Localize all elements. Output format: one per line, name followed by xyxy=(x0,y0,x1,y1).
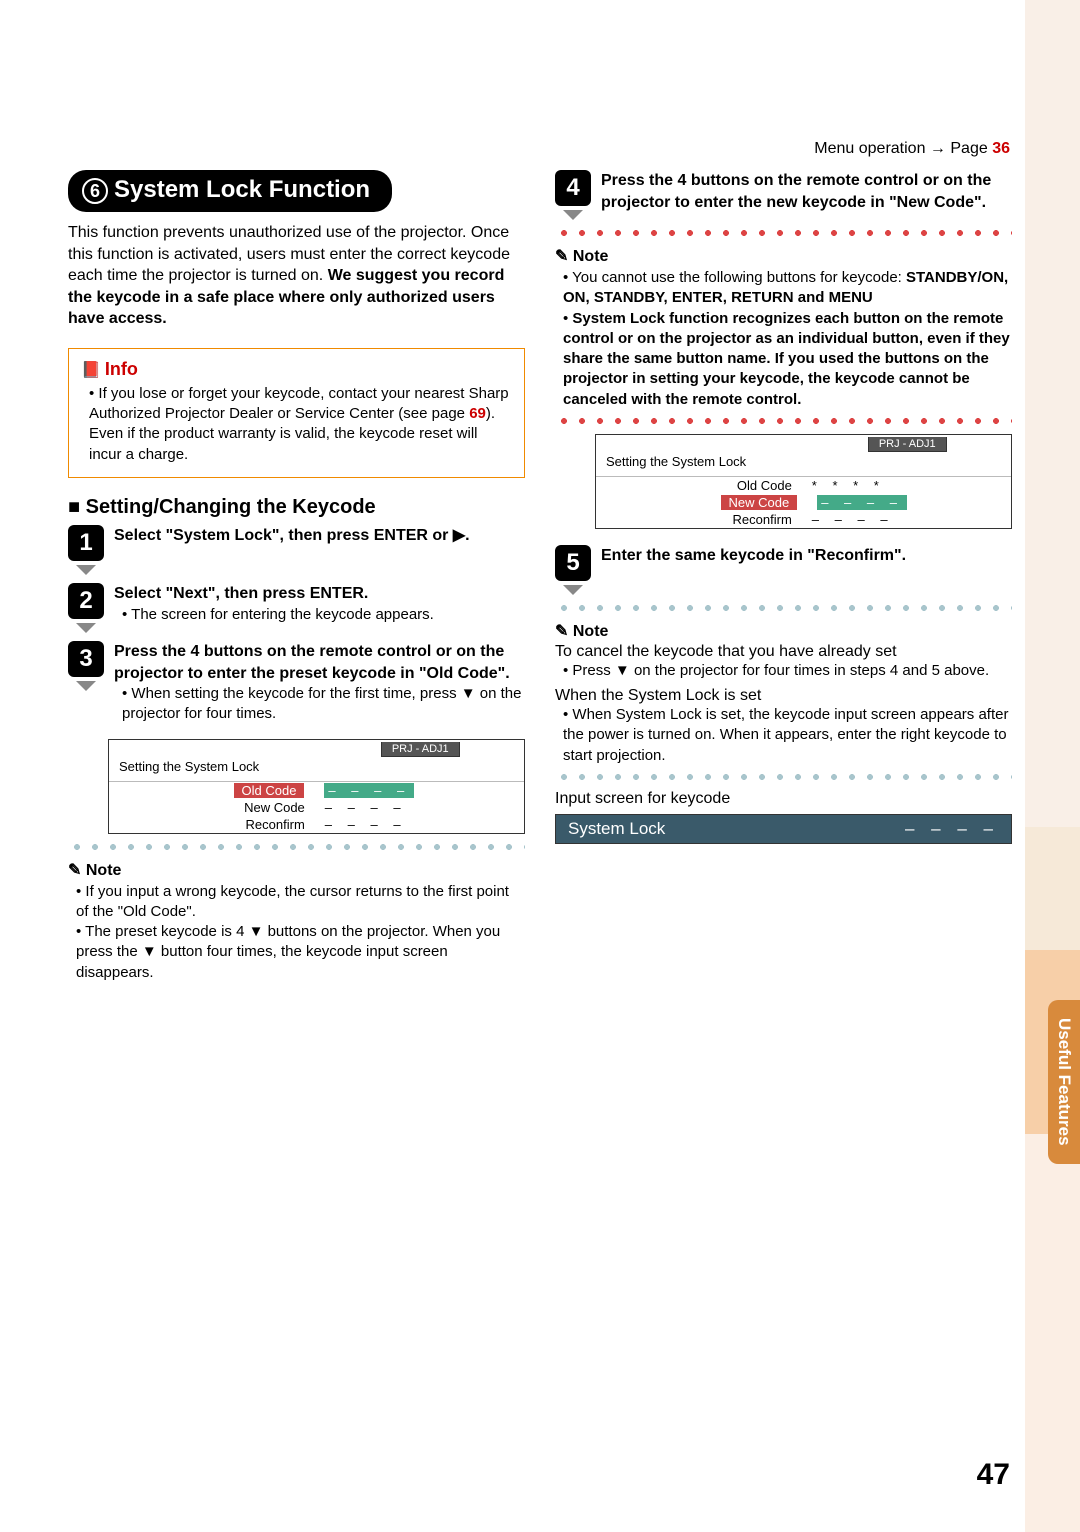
section-heading: 6System Lock Function xyxy=(68,170,392,212)
step-5-text: Enter the same keycode in "Reconfirm". xyxy=(601,547,906,564)
step-3-icon: 3 xyxy=(68,641,106,685)
step-2-text: Select "Next", then press ENTER. xyxy=(114,585,368,602)
step-3-sub: When setting the keycode for the first t… xyxy=(122,684,525,725)
osd2-rec: Reconfirm– – – – xyxy=(596,511,1011,528)
dotted-divider xyxy=(68,842,525,852)
info-body: If you lose or forget your keycode, cont… xyxy=(89,384,512,465)
note3-title: Note xyxy=(555,621,1012,641)
step-4-text: Press the 4 buttons on the remote contro… xyxy=(601,172,991,211)
subheading: Setting/Changing the Keycode xyxy=(68,496,525,519)
info-title: Info xyxy=(81,359,512,380)
right-column: 4 Press the 4 buttons on the remote cont… xyxy=(555,130,1012,983)
dotted-divider-red xyxy=(555,228,1012,238)
note2-b2: System Lock function recognizes each but… xyxy=(563,309,1012,410)
osd-reconfirm-row: Reconfirm– – – – xyxy=(109,816,524,833)
osd-title2: Setting the System Lock xyxy=(596,452,1011,471)
section-title: System Lock Function xyxy=(114,176,370,203)
note3-b2: When System Lock is set, the keycode inp… xyxy=(563,705,1012,766)
step-4-icon: 4 xyxy=(555,170,593,214)
osd-screen-1: PRJ - ADJ1 Setting the System Lock Old C… xyxy=(108,739,525,834)
system-lock-input-bar: System Lock – – – – xyxy=(555,814,1012,844)
note2-title: Note xyxy=(555,246,1012,266)
step-2: 2 Select "Next", then press ENTER. The s… xyxy=(68,583,525,627)
info-box: Info If you lose or forget your keycode,… xyxy=(68,348,525,478)
osd-title: Setting the System Lock xyxy=(109,757,524,776)
note1-b2: The preset keycode is 4 ▼ buttons on the… xyxy=(76,922,525,983)
dotted-divider3 xyxy=(555,603,1012,613)
section-number: 6 xyxy=(82,178,108,204)
note3-intro: To cancel the keycode that you have alre… xyxy=(555,643,1012,661)
osd-screen-2: PRJ - ADJ1 Setting the System Lock Old C… xyxy=(595,434,1012,529)
syslock-val: – – – – xyxy=(905,819,999,839)
osd-tab2: PRJ - ADJ1 xyxy=(868,437,947,452)
step-2-sub: The screen for entering the keycode appe… xyxy=(122,605,525,625)
step-3-text: Press the 4 buttons on the remote contro… xyxy=(114,643,510,682)
osd2-old: Old Code* * * * xyxy=(596,477,1011,494)
osd-tab: PRJ - ADJ1 xyxy=(381,742,460,757)
dotted-divider-red2 xyxy=(555,416,1012,426)
left-column: 6System Lock Function This function prev… xyxy=(68,130,525,983)
osd2-new: New Code – – – – xyxy=(596,494,1011,511)
osd-old-code-row: Old Code – – – – xyxy=(109,782,524,799)
step-1: 1 Select "System Lock", then press ENTER… xyxy=(68,525,525,569)
osd-new-code-row: New Code– – – – xyxy=(109,799,524,816)
step-5: 5 Enter the same keycode in "Reconfirm". xyxy=(555,545,1012,589)
intro-paragraph: This function prevents unauthorized use … xyxy=(68,222,525,330)
note1-title: Note xyxy=(68,860,525,880)
step-1-text: Select "System Lock", then press ENTER o… xyxy=(114,527,470,544)
page-number: 47 xyxy=(977,1458,1010,1492)
side-tab-useful-features: Useful Features xyxy=(1048,1000,1080,1164)
step-4: 4 Press the 4 buttons on the remote cont… xyxy=(555,170,1012,214)
note2-b1: You cannot use the following buttons for… xyxy=(563,268,1012,309)
note3-b1: Press ▼ on the projector for four times … xyxy=(563,661,1012,681)
step-2-icon: 2 xyxy=(68,583,106,627)
step-5-icon: 5 xyxy=(555,545,593,589)
page-ref-69: 69 xyxy=(469,405,486,422)
syslock-label: System Lock xyxy=(568,819,665,839)
dotted-divider4 xyxy=(555,772,1012,782)
note1-b1: If you input a wrong keycode, the cursor… xyxy=(76,882,525,923)
note3-sub2: When the System Lock is set xyxy=(555,687,1012,705)
step-3: 3 Press the 4 buttons on the remote cont… xyxy=(68,641,525,725)
input-screen-caption: Input screen for keycode xyxy=(555,790,1012,808)
step-1-icon: 1 xyxy=(68,525,106,569)
